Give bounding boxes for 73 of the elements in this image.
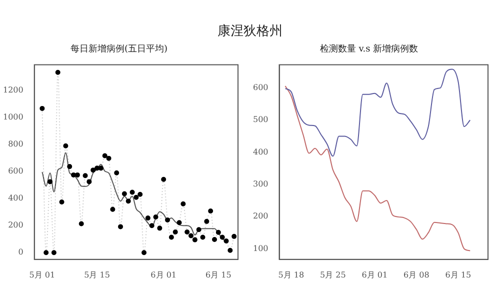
point [106,156,112,161]
point [200,234,206,240]
point [180,201,186,206]
point [192,237,198,242]
y-tick-label: 400 [252,147,268,156]
point [102,153,108,158]
y-tick-label: 200 [8,220,24,230]
point [122,191,127,196]
y-tick-label: 200 [252,212,268,221]
point [114,170,120,176]
point [153,214,158,220]
point [44,250,49,256]
y-tick-label: 800 [8,140,24,149]
y-tick-label: 0 [18,248,24,257]
point [118,224,124,230]
point [78,221,84,226]
point [184,229,190,234]
point [51,250,56,256]
line-series [284,86,471,252]
point [55,70,60,75]
y-tick-label: 300 [252,180,268,189]
point [63,143,68,148]
point [86,179,92,184]
x-tick-label: 6月 15 [206,270,232,280]
point [48,179,53,184]
point [157,226,162,231]
y-tick-label: 600 [8,166,24,176]
point [130,190,135,195]
point [168,234,174,240]
point [90,168,96,173]
point [228,248,233,253]
x-tick-label: 5月 15 [84,270,110,280]
point [232,234,237,239]
x-tick-label: 6月 01 [362,270,388,280]
point [216,230,221,235]
y-tick-label: 1200 [3,86,24,95]
point [138,192,143,197]
point [149,223,154,228]
y-tick-label: 400 [8,194,24,203]
point [82,173,88,178]
y-tick-label: 500 [252,115,268,124]
x-tick-label: 6月 01 [150,270,176,280]
point [110,206,116,212]
y-tick-label: 1000 [3,112,24,122]
point [126,198,131,204]
point [208,208,214,214]
point [176,220,182,226]
point [165,217,170,222]
y-tick-label: 100 [252,244,268,253]
y-tick-label: 600 [252,83,268,92]
point [204,218,210,224]
x-tick-label: 6月 08 [404,270,430,280]
point [40,106,45,111]
point [59,199,64,204]
point [188,233,194,238]
line-series [284,68,471,157]
chart-title: 每日新增病例(五日平均) [70,44,168,55]
text: 康涅狄格州 [216,23,284,40]
point [145,216,150,221]
x-tick-label: 5月 01 [29,270,56,280]
point [224,238,229,244]
point [134,194,139,200]
x-tick-label: 5月 18 [278,270,304,280]
point [67,164,72,170]
point [220,234,225,240]
point [196,227,202,232]
point [161,176,166,182]
x-tick-label: 6月 15 [445,270,472,280]
point [212,237,218,242]
point [142,250,147,256]
point [172,229,178,234]
chart-title: 检测数量 v.s 新增病例数 [320,44,418,55]
x-tick-label: 5月 25 [320,270,346,280]
